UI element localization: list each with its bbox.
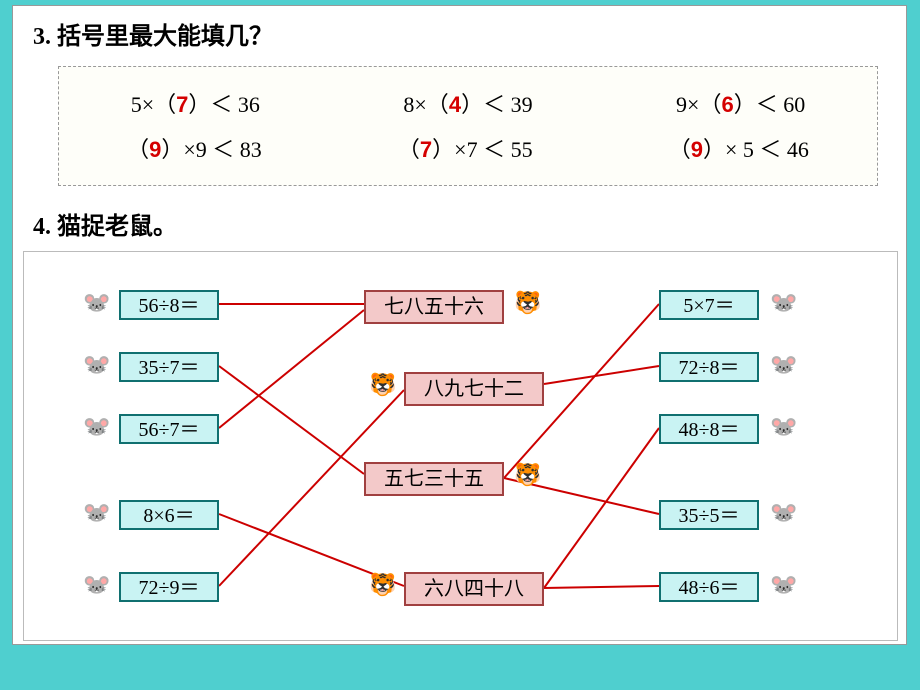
center-rhyme-box: 七八五十六: [364, 290, 504, 324]
answer: 9: [691, 137, 703, 162]
equation-item: 9×（6）＜ 60: [676, 87, 805, 119]
equation-item: 8×（4）＜ 39: [403, 87, 532, 119]
mouse-icon: 🐭: [82, 572, 112, 600]
question-4-title: 4. 猫捉老鼠。: [33, 206, 177, 241]
question-3-box: 5×（7）＜ 36 8×（4）＜ 39 9×（6）＜ 60 （9）×9 ＜ 83 （7…: [58, 66, 878, 186]
left-equation-box: 35÷7＝: [119, 352, 219, 382]
answer: 7: [420, 137, 432, 162]
eq-row-2: （9）×9 ＜ 83 （7）×7 ＜ 55 （9）× 5 ＜ 46: [59, 132, 877, 164]
mouse-icon: 🐭: [769, 572, 799, 600]
mouse-icon: 🐭: [769, 414, 799, 442]
right-equation-box: 48÷8＝: [659, 414, 759, 444]
mouse-icon: 🐭: [82, 290, 112, 318]
answer: 9: [149, 137, 161, 162]
right-equation-box: 5×7＝: [659, 290, 759, 320]
mouse-icon: 🐭: [82, 352, 112, 380]
equation-item: （9）× 5 ＜ 46: [669, 132, 809, 164]
left-equation-box: 56÷7＝: [119, 414, 219, 444]
equation-item: 5×（7）＜ 36: [131, 87, 260, 119]
right-equation-box: 72÷8＝: [659, 352, 759, 382]
mouse-icon: 🐭: [769, 500, 799, 528]
equation-item: （7）×7 ＜ 55: [398, 132, 533, 164]
left-equation-box: 56÷8＝: [119, 290, 219, 320]
cat-icon: 🐯: [514, 290, 542, 318]
equation-item: （9）×9 ＜ 83: [127, 132, 262, 164]
mouse-icon: 🐭: [769, 352, 799, 380]
answer: 4: [449, 92, 461, 117]
answer: 7: [176, 92, 188, 117]
center-rhyme-box: 八九七十二: [404, 372, 544, 406]
mouse-icon: 🐭: [769, 290, 799, 318]
question-3-title: 3. 括号里最大能填几？: [33, 16, 273, 51]
left-equation-box: 8×6＝: [119, 500, 219, 530]
mouse-icon: 🐭: [82, 414, 112, 442]
right-equation-box: 35÷5＝: [659, 500, 759, 530]
cat-icon: 🐯: [369, 372, 397, 400]
eq-row-1: 5×（7）＜ 36 8×（4）＜ 39 9×（6）＜ 60: [59, 87, 877, 119]
corner-decoration: [816, 602, 886, 642]
center-rhyme-box: 六八四十八: [404, 572, 544, 606]
right-equation-box: 48÷6＝: [659, 572, 759, 602]
mouse-icon: 🐭: [82, 500, 112, 528]
center-rhyme-box: 五七三十五: [364, 462, 504, 496]
cat-mouse-game: 56÷8＝ 35÷7＝ 56÷7＝ 8×6＝ 72÷9＝ 5×7＝ 72÷8＝ 48÷8＝ 35…: [23, 251, 898, 641]
cat-icon: 🐯: [369, 572, 397, 600]
cat-icon: 🐯: [514, 462, 542, 490]
answer: 6: [721, 92, 733, 117]
worksheet-page: 3. 括号里最大能填几？ 5×（7）＜ 36 8×（4）＜ 39 9×（6）＜ 60…: [12, 5, 907, 645]
left-equation-box: 72÷9＝: [119, 572, 219, 602]
